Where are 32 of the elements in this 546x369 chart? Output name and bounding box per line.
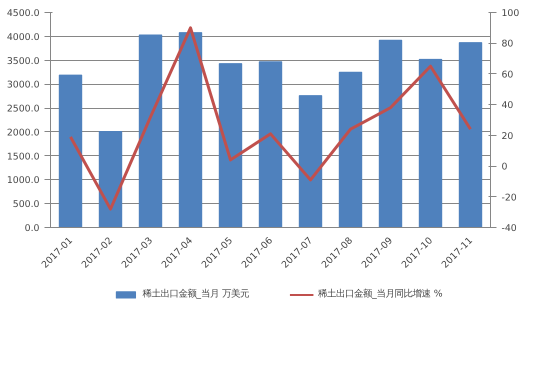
y2-tick-label: 20 [502, 130, 514, 142]
y-tick-label: 4500.0 [6, 8, 40, 19]
bar [138, 34, 162, 228]
y-tick-label: 2500.0 [6, 104, 40, 115]
line-series [69, 26, 472, 211]
bar [258, 61, 282, 228]
bar [378, 40, 402, 228]
y2-tick-label: -40 [502, 223, 517, 234]
y-tick-label: 0.0 [24, 223, 40, 234]
legend-label: 稀土出口金额_当月 万美元 [142, 288, 250, 300]
y-tick-label: 4000.0 [6, 32, 40, 43]
y-tick-label: 3000.0 [6, 80, 40, 91]
bar [178, 32, 202, 228]
y-tick-label: 2000.0 [6, 127, 40, 138]
bar [298, 95, 322, 228]
bar [58, 74, 82, 228]
bar [338, 72, 362, 228]
bar [98, 130, 122, 228]
y2-tick-label: -20 [502, 192, 517, 204]
bar [418, 58, 442, 228]
y2-tick-label: 40 [502, 100, 514, 112]
legend-label: 稀土出口金额_当月同比增速 % [318, 288, 443, 300]
y-tick-label: 1500.0 [6, 151, 40, 162]
y-tick-label: 500.0 [12, 199, 40, 210]
y2-tick-label: 60 [502, 69, 514, 80]
y2-tick-label: 80 [502, 38, 514, 50]
y-tick-label: 1000.0 [6, 175, 40, 186]
y-tick-label: 3500.0 [6, 56, 40, 67]
bar [458, 42, 482, 228]
bar [218, 63, 242, 228]
y2-tick-label: 100 [502, 8, 520, 19]
y2-tick-label: 0 [502, 162, 508, 173]
